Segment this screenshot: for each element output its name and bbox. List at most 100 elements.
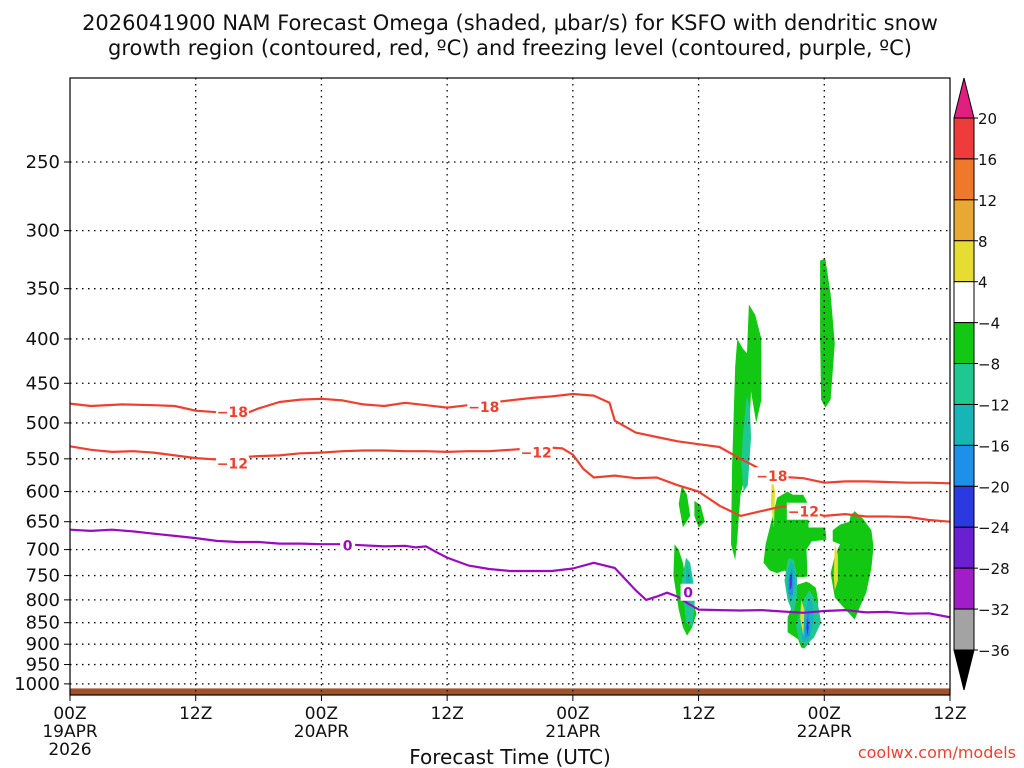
- colorbar-band-7: [953, 403, 975, 446]
- contour-label-0-0: −18: [217, 405, 248, 421]
- contour-label-bg-1-0: [215, 454, 249, 472]
- colorbar-band-4: [953, 281, 975, 324]
- y-tick-label-1000: 1000: [14, 674, 60, 695]
- contour-label-0-1: −18: [468, 400, 499, 416]
- x-tick-label-36-0: 12Z: [431, 704, 464, 724]
- colorbar-band-5: [953, 322, 975, 365]
- watermark: coolwx.com/models: [858, 743, 1016, 762]
- y-tick-label-800: 800: [26, 590, 60, 611]
- colorbar-label-9: −20: [978, 478, 1010, 496]
- chart-title: 2026041900 NAM Forecast Omega (shaded, μ…: [82, 11, 938, 60]
- contour-label-bg-0-0: [215, 403, 249, 421]
- pressure-gridlines: [70, 78, 950, 695]
- omega-shading: [673, 258, 874, 649]
- contour-label-bg-0-2: [755, 467, 789, 485]
- x-tick-label-0-2: 2026: [48, 740, 91, 760]
- y-tick-label-350: 350: [26, 279, 60, 300]
- y-tick-label-850: 850: [26, 613, 60, 634]
- omega-colorbar: 20 16 12 8 4 −4 −8 −12 −16 −20 −24 −28 −32 −36: [953, 77, 1010, 691]
- colorbar-label-2: 12: [978, 192, 997, 210]
- colorbar-label-12: −32: [978, 601, 1010, 619]
- x-tick-label-72-0: 00Z: [808, 704, 841, 724]
- y-tick-label-650: 650: [26, 512, 60, 533]
- omega-region-6: [746, 304, 762, 423]
- temperature-contours: −18 −18 −18 −12 −12 −12 0 0: [70, 392, 950, 619]
- colorbar-band-9: [953, 485, 975, 528]
- colorbar-band-11: [953, 567, 975, 610]
- x-tick-label-12-0: 12Z: [179, 704, 212, 724]
- omega-region-8: [694, 500, 705, 528]
- y-tick-label-900: 900: [26, 634, 60, 655]
- contour-label-bg-2-1: [680, 583, 696, 601]
- colorbar-label-13: −36: [978, 642, 1010, 660]
- y-tick-label-950: 950: [26, 655, 60, 676]
- colorbar-band-0: [953, 117, 975, 160]
- chart-title-line-2: growth region (contoured, red, ºC) and f…: [108, 36, 912, 60]
- x-tick-label-60-0: 12Z: [682, 704, 715, 724]
- contour-label-2-1: 0: [683, 586, 693, 602]
- omega-region-7: [678, 485, 691, 528]
- omega-region-22: [833, 544, 838, 591]
- colorbar-label-7: −12: [978, 396, 1010, 414]
- colorbar-band-2: [953, 199, 975, 242]
- omega-region-23: [800, 599, 805, 636]
- chart-title-line-1: 2026041900 NAM Forecast Omega (shaded, μ…: [82, 11, 938, 35]
- colorbar-label-4: 4: [978, 274, 988, 292]
- x-tick-label-84-0: 12Z: [933, 704, 966, 724]
- x-tick-label-0-0: 00Z: [53, 704, 86, 724]
- plot-frame: [69, 77, 951, 696]
- y-tick-label-750: 750: [26, 566, 60, 587]
- colorbar-label-3: 8: [978, 233, 988, 251]
- contour-label-bg-2-0: [340, 536, 356, 554]
- colorbar-label-0: 20: [978, 110, 997, 128]
- colorbar-band-1: [953, 158, 975, 201]
- contour-label-bg-0-1: [467, 397, 501, 415]
- x-tick-label-48-0: 00Z: [556, 704, 589, 724]
- ground-surface: [70, 688, 950, 695]
- x-tick-label-72-1: 22APR: [797, 722, 853, 742]
- colorbar-label-8: −16: [978, 437, 1010, 455]
- y-tick-label-250: 250: [26, 152, 60, 173]
- pressure-axis: 2503003504004505005506006507007508008509…: [14, 152, 70, 695]
- contour-label-2-0: 0: [343, 538, 353, 554]
- x-tick-label-48-1: 21APR: [545, 722, 601, 742]
- omega-region-5: [731, 338, 751, 561]
- x-tick-label-24-1: 20APR: [294, 722, 350, 742]
- contour-line-0: [70, 392, 950, 485]
- colorbar-label-1: 16: [978, 151, 997, 169]
- x-axis-title: Forecast Time (UTC): [409, 745, 611, 768]
- y-tick-label-450: 450: [26, 373, 60, 394]
- colorbar-band-8: [953, 444, 975, 487]
- contour-label-1-1: −12: [521, 446, 552, 462]
- contour-label-0-2: −18: [756, 469, 787, 485]
- contour-label-1-0: −12: [217, 457, 248, 473]
- colorbar-label-11: −28: [978, 560, 1010, 578]
- colorbar-band-3: [953, 240, 975, 283]
- colorbar-label-5: −4: [978, 315, 1000, 333]
- x-tick-label-0-1: 19APR: [42, 722, 98, 742]
- colorbar-top-arrow: [953, 77, 975, 119]
- omega-region-18: [806, 618, 809, 636]
- omega-region-21: [770, 475, 775, 528]
- x-tick-label-24-0: 00Z: [305, 704, 338, 724]
- omega-region-20: [790, 578, 792, 590]
- contour-label-bg-1-2: [786, 502, 820, 520]
- omega-region-0: [830, 511, 874, 620]
- colorbar-band-10: [953, 526, 975, 569]
- y-tick-label-400: 400: [26, 329, 60, 350]
- contour-label-bg-1-1: [519, 443, 553, 461]
- omega-region-2: [763, 491, 827, 578]
- y-tick-label-500: 500: [26, 413, 60, 434]
- colorbar-label-10: −24: [978, 519, 1010, 537]
- contour-label-1-2: −12: [788, 505, 819, 521]
- colorbar-bottom-arrow: [953, 649, 975, 691]
- y-tick-label-550: 550: [26, 449, 60, 470]
- y-tick-label-300: 300: [26, 221, 60, 242]
- colorbar-band-12: [953, 608, 975, 651]
- colorbar-label-6: −8: [978, 356, 1000, 374]
- y-tick-label-600: 600: [26, 482, 60, 503]
- omega-region-3: [820, 258, 835, 408]
- omega-region-12: [741, 395, 751, 492]
